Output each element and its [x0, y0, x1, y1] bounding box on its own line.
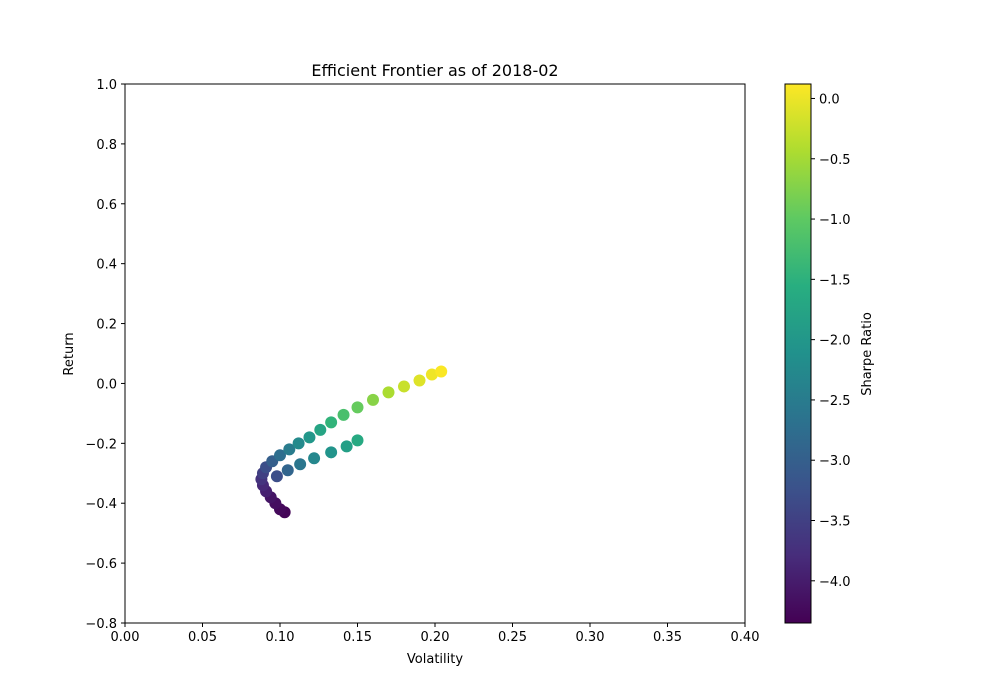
- scatter-point: [281, 464, 294, 477]
- scatter-point: [398, 380, 410, 393]
- y-tick-label: 0.2: [96, 318, 117, 333]
- y-tick-label: 0.0: [96, 377, 117, 392]
- x-tick-label: 0.25: [498, 630, 527, 645]
- y-tick-label: 1.0: [96, 78, 117, 93]
- x-tick-label: 0.10: [266, 630, 295, 645]
- x-tick-label: 0.15: [343, 630, 372, 645]
- colorbar-tick-label: −0.5: [819, 153, 851, 168]
- scatter-point: [425, 368, 438, 381]
- x-tick-label: 0.40: [731, 630, 760, 645]
- colorbar-tick-label: −4.0: [819, 575, 851, 590]
- colorbar-tick-label: −1.0: [819, 213, 851, 228]
- x-tick-label: 0.00: [111, 630, 140, 645]
- colorbar: [784, 83, 812, 624]
- x-axis-label: Volatility: [407, 652, 463, 667]
- scatter-point: [325, 416, 338, 429]
- y-tick-label: −0.6: [85, 557, 117, 572]
- colorbar-tick-label: 0.0: [819, 92, 840, 107]
- scatter-point: [382, 386, 395, 399]
- scatter-point: [435, 365, 448, 378]
- y-tick-label: 0.8: [96, 138, 117, 153]
- x-tick-label: 0.30: [576, 630, 605, 645]
- y-axis-ticks: −0.8 −0.6 −0.4 −0.2 0.0 0.2 0.4 0.6 0.8 1.0: [85, 78, 125, 632]
- colorbar-ticks: −4.0 −3.5 −3.0 −2.5 −2.0 −1.5 −1.0 −0.5 0.0: [811, 92, 851, 590]
- scatter-point: [351, 434, 364, 447]
- x-axis-ticks: 0.00 0.05 0.10 0.15 0.20 0.25 0.30 0.35 0.40: [111, 623, 760, 645]
- scatter-point: [314, 423, 327, 436]
- y-tick-label: −0.4: [85, 497, 117, 512]
- x-tick-label: 0.20: [421, 630, 450, 645]
- colorbar-tick-label: −1.5: [819, 273, 851, 288]
- colorbar-tick-label: −2.5: [819, 394, 851, 409]
- y-tick-label: 0.6: [96, 198, 117, 213]
- scatter-point: [340, 440, 353, 453]
- scatter-points: [255, 365, 448, 519]
- y-tick-label: 0.4: [96, 258, 117, 273]
- scatter-point: [283, 443, 296, 456]
- colorbar-tick-label: −3.0: [819, 454, 851, 469]
- colorbar-tick-label: −2.0: [819, 334, 851, 349]
- scatter-point: [337, 408, 350, 421]
- chart-title: Efficient Frontier as of 2018-02: [311, 61, 558, 80]
- scatter-point: [292, 437, 305, 450]
- colorbar-tick-label: −3.5: [819, 515, 851, 530]
- scatter-point: [413, 374, 426, 387]
- y-tick-label: −0.2: [85, 437, 117, 452]
- scatter-point: [325, 446, 338, 459]
- plot-area: [125, 84, 745, 623]
- scatter-point: [367, 393, 379, 406]
- scatter-point: [294, 458, 307, 471]
- x-tick-label: 0.35: [653, 630, 682, 645]
- scatter-point: [274, 449, 286, 462]
- x-tick-label: 0.05: [188, 630, 217, 645]
- scatter-point: [303, 431, 316, 444]
- scatter-point: [270, 470, 283, 483]
- y-tick-label: −0.8: [85, 617, 117, 632]
- scatter-point: [351, 401, 364, 414]
- scatter-point: [308, 452, 321, 465]
- colorbar-label: Sharpe Ratio: [860, 312, 875, 396]
- y-axis-label: Return: [62, 332, 77, 375]
